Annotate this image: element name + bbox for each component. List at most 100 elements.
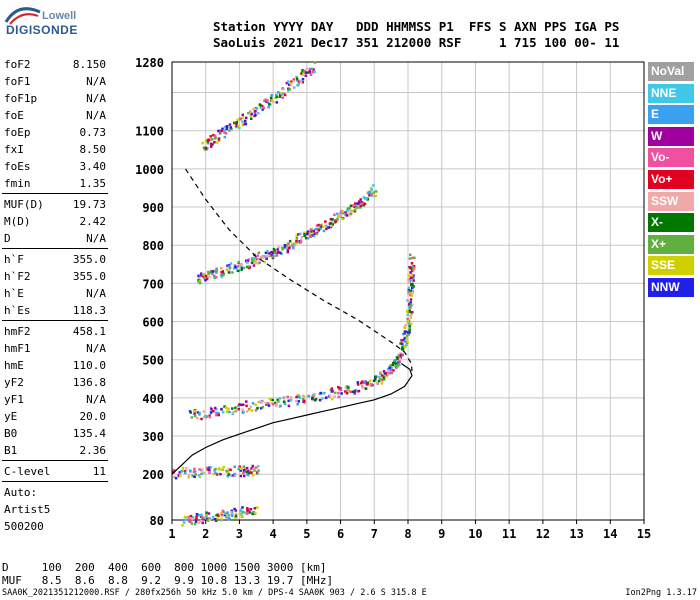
echo-point <box>226 410 229 413</box>
echo-point <box>368 379 372 383</box>
echo-point <box>248 511 252 514</box>
echo-point <box>251 259 254 262</box>
echo-point <box>277 250 280 254</box>
echo-point <box>289 83 293 87</box>
echo-point <box>312 68 315 71</box>
panel-note: 500200 <box>4 520 44 533</box>
echo-point <box>216 141 219 144</box>
echo-point <box>217 514 220 517</box>
echo-point <box>181 469 185 472</box>
echo-point <box>360 381 363 385</box>
echo-point <box>228 129 231 132</box>
echo-point <box>202 410 205 413</box>
echo-point <box>249 405 252 408</box>
echo-point <box>398 354 401 357</box>
echo-point <box>353 205 356 208</box>
echo-point <box>301 73 305 76</box>
echo-point <box>337 395 340 399</box>
echo-point <box>247 265 250 268</box>
echo-point <box>289 398 292 402</box>
echo-point <box>325 227 328 231</box>
echo-point <box>253 507 257 510</box>
echo-point <box>322 225 325 228</box>
echo-point <box>352 204 355 207</box>
echo-point <box>340 392 343 395</box>
echo-point <box>312 393 315 396</box>
echo-point <box>407 299 411 303</box>
echo-point <box>285 246 288 250</box>
param-row: yF1 N/A <box>2 391 108 408</box>
echo-point <box>380 374 384 377</box>
echo-point <box>313 61 317 64</box>
echo-point <box>208 271 211 275</box>
echo-point <box>306 232 309 236</box>
echo-point <box>239 474 243 478</box>
echo-point <box>197 474 201 477</box>
echo-point <box>254 110 257 113</box>
echo-point <box>302 71 306 74</box>
echo-point <box>295 234 298 237</box>
echo-point <box>388 372 391 375</box>
echo-point <box>374 194 377 197</box>
echo-point <box>344 390 347 393</box>
param-value: 8.150 <box>72 58 106 71</box>
echo-point <box>213 406 217 410</box>
param-row: MUF(D) 19.73 <box>2 196 108 213</box>
echo-point <box>306 237 310 240</box>
y-tick-label: 200 <box>142 468 164 482</box>
echo-point <box>211 516 215 519</box>
station-header: Station YYYY DAY DDD HHMMSS P1 FFS S AXN… <box>213 19 619 51</box>
echo-point <box>204 140 207 143</box>
legend-item-vo-: Vo+ <box>648 169 694 189</box>
echo-point <box>274 404 278 408</box>
echo-point <box>347 386 350 389</box>
echo-point <box>215 270 218 273</box>
echo-point <box>225 515 228 519</box>
echo-point <box>337 215 340 218</box>
logo-lowell-text: Lowell <box>42 10 77 22</box>
echo-point <box>411 265 415 268</box>
echo-point <box>347 212 350 215</box>
echo-point <box>233 507 236 511</box>
echo-point <box>227 407 230 411</box>
echo-point <box>242 468 246 472</box>
echo-point <box>242 266 246 270</box>
echo-point <box>226 470 230 474</box>
echo-point <box>210 408 213 411</box>
echo-point <box>409 298 413 301</box>
echo-point <box>195 518 198 521</box>
echo-point <box>295 237 299 240</box>
echo-point <box>316 227 320 231</box>
y-tick-label: 500 <box>142 354 164 368</box>
echo-point <box>324 396 328 400</box>
echo-point <box>270 402 273 405</box>
echo-point <box>308 67 312 71</box>
echo-point <box>399 342 402 345</box>
echo-point <box>239 118 243 121</box>
echo-point <box>375 190 378 193</box>
param-label: foE <box>4 109 24 122</box>
profile-dashed-line <box>184 168 413 372</box>
echo-point <box>375 381 379 384</box>
echo-point <box>235 124 238 128</box>
echo-point <box>394 362 398 365</box>
echo-point <box>226 475 230 478</box>
echo-point <box>404 345 407 348</box>
echo-point <box>406 330 409 334</box>
echo-point <box>256 262 260 265</box>
echo-point <box>296 403 299 406</box>
header-line-2: SaoLuis 2021 Dec17 351 212000 RSF 1 715 … <box>213 35 620 50</box>
echo-point <box>267 254 271 257</box>
echo-point <box>275 95 279 98</box>
echo-point <box>188 520 192 523</box>
echo-point <box>228 123 232 126</box>
echo-point <box>349 212 353 216</box>
echo-point <box>410 262 414 265</box>
echo-point <box>220 513 224 517</box>
legend-item-noval: NoVal <box>648 62 694 81</box>
echo-point <box>222 273 225 277</box>
param-value: 458.1 <box>72 325 106 338</box>
echo-point <box>251 402 255 405</box>
echo-point <box>242 410 245 414</box>
echo-point <box>250 409 254 412</box>
